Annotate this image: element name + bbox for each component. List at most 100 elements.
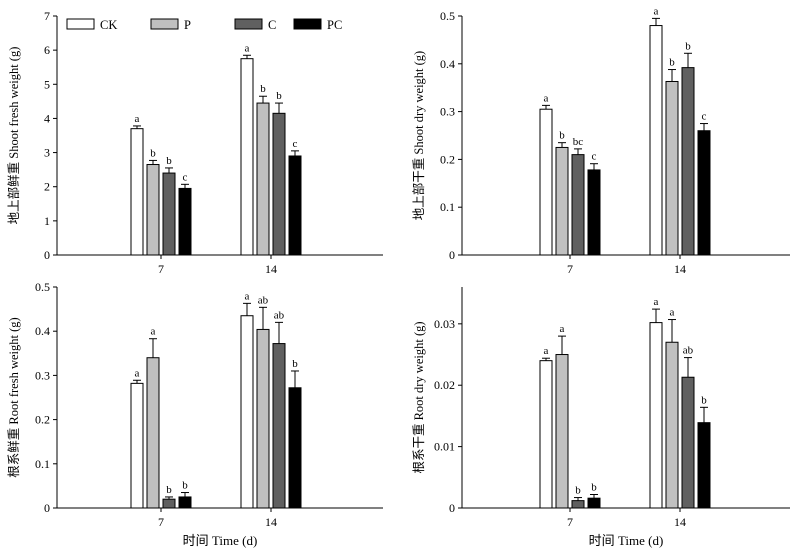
significance-letter: b (669, 57, 675, 69)
y-tick-label: 0.1 (35, 457, 50, 471)
bar-pc (587, 497, 601, 509)
significance-letter: ab (258, 294, 269, 306)
bar-c (571, 154, 585, 256)
x-axis-label: 时间 Time (d) (589, 533, 664, 548)
legend-label-c: C (268, 18, 276, 32)
significance-letter: b (166, 484, 172, 496)
bar-p (555, 146, 569, 256)
y-tick-label: 0.4 (35, 324, 50, 338)
significance-letter: c (592, 151, 597, 163)
bar-ck (649, 25, 663, 256)
y-tick-label: 0.5 (35, 280, 50, 294)
y-tick-label: 0 (449, 248, 455, 262)
x-tick-label: 14 (674, 515, 686, 529)
significance-letter: b (559, 130, 565, 142)
bar-c (162, 498, 176, 509)
bar-c (681, 67, 695, 256)
bar-c (162, 172, 176, 256)
y-tick-label: 0.1 (440, 200, 455, 214)
significance-letter: a (670, 307, 675, 319)
y-tick-label: 3 (44, 146, 50, 160)
significance-letter: a (544, 345, 549, 357)
significance-letter: c (183, 171, 188, 183)
significance-letter: bc (573, 136, 584, 148)
y-axis-label: 根系鲜重 Root fresh weight (g) (6, 317, 21, 477)
significance-letter: b (276, 90, 282, 102)
legend-swatch-ck (66, 18, 95, 30)
y-tick-label: 0 (449, 501, 455, 515)
bar-p (555, 354, 569, 509)
legend-swatch-pc (293, 18, 322, 30)
bar-pc (288, 155, 302, 256)
significance-letter: ab (274, 309, 285, 321)
y-tick-label: 1 (44, 214, 50, 228)
x-axis-label: 时间 Time (d) (183, 533, 258, 548)
bar-p (665, 341, 679, 509)
significance-letter: b (701, 394, 707, 406)
significance-letter: a (135, 367, 140, 379)
x-tick-label: 7 (158, 515, 164, 529)
y-tick-label: 0.01 (434, 440, 455, 454)
legend-label-ck: CK (100, 18, 117, 32)
y-tick-label: 6 (44, 43, 50, 57)
significance-letter: b (260, 83, 266, 95)
bar-pc (697, 130, 711, 256)
bar-ck (130, 382, 144, 509)
legend: CK P C PC (66, 18, 342, 32)
bar-ck (539, 108, 553, 256)
x-tick-label: 14 (265, 262, 277, 276)
y-tick-label: 5 (44, 77, 50, 91)
significance-letter: b (591, 481, 597, 493)
bar-ck (130, 128, 144, 256)
legend-swatch-p (150, 18, 179, 30)
significance-letter: a (245, 290, 250, 302)
bar-p (665, 80, 679, 256)
bar-pc (288, 387, 302, 509)
x-tick-label: 7 (567, 515, 573, 529)
y-tick-label: 0.2 (35, 413, 50, 427)
significance-letter: a (560, 323, 565, 335)
legend-label-p: P (184, 18, 191, 32)
y-tick-label: 0.3 (35, 368, 50, 382)
bar-p (256, 102, 270, 256)
significance-letter: a (654, 5, 659, 17)
bar-ck (240, 315, 254, 509)
significance-letter: a (245, 42, 250, 54)
legend-swatch-c (234, 18, 263, 30)
significance-letter: b (166, 155, 172, 167)
bar-p (146, 357, 160, 509)
legend-label-pc: PC (327, 18, 342, 32)
bar-ck (539, 360, 553, 509)
significance-letter: ab (683, 345, 694, 357)
y-tick-label: 0.5 (440, 9, 455, 23)
y-tick-label: 0 (44, 248, 50, 262)
x-tick-label: 7 (158, 262, 164, 276)
x-tick-label: 14 (265, 515, 277, 529)
bar-c (571, 500, 585, 509)
bar-c (272, 112, 286, 256)
y-axis-label: 地上部干重 Shoot dry weight (g) (411, 51, 426, 220)
bar-p (256, 328, 270, 509)
y-tick-label: 0.03 (434, 317, 455, 331)
bar-pc (697, 422, 711, 509)
y-tick-label: 4 (44, 111, 50, 125)
bar-pc (178, 187, 192, 256)
significance-letter: a (654, 296, 659, 308)
bar-p (146, 164, 160, 256)
significance-letter: b (182, 480, 188, 492)
significance-letter: a (151, 326, 156, 338)
bar-ck (240, 58, 254, 256)
y-axis-label: 根系干重 Root dry weight (g) (411, 321, 426, 473)
significance-letter: c (293, 138, 298, 150)
bar-c (681, 376, 695, 509)
significance-letter: b (575, 485, 581, 497)
bar-ck (649, 322, 663, 509)
x-tick-label: 7 (567, 262, 573, 276)
y-tick-label: 0.4 (440, 57, 455, 71)
significance-letter: a (135, 113, 140, 125)
